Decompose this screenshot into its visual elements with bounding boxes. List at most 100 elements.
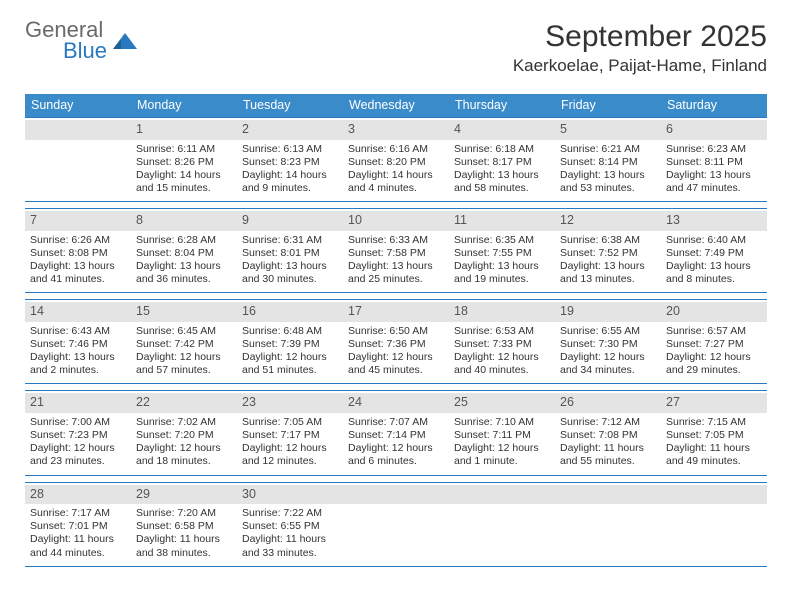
day-cell: .: [449, 483, 555, 566]
week-row: 21Sunrise: 7:00 AMSunset: 7:23 PMDayligh…: [25, 390, 767, 475]
day-number: 9: [237, 211, 343, 231]
sunrise-text: Sunrise: 6:26 AM: [30, 234, 126, 247]
sunrise-text: Sunrise: 6:40 AM: [666, 234, 762, 247]
day-cell: 13Sunrise: 6:40 AMSunset: 7:49 PMDayligh…: [661, 209, 767, 292]
weekday-header: Tuesday: [237, 94, 343, 117]
day-cell: 25Sunrise: 7:10 AMSunset: 7:11 PMDayligh…: [449, 391, 555, 474]
logo: General Blue: [25, 20, 139, 62]
day-cell: .: [343, 483, 449, 566]
sunrise-text: Sunrise: 6:55 AM: [560, 325, 656, 338]
daylight-text: Daylight: 13 hours and 13 minutes.: [560, 260, 656, 286]
daylight-text: Daylight: 12 hours and 23 minutes.: [30, 442, 126, 468]
calendar-grid: SundayMondayTuesdayWednesdayThursdayFrid…: [25, 94, 767, 567]
sunrise-text: Sunrise: 7:15 AM: [666, 416, 762, 429]
sunset-text: Sunset: 7:05 PM: [666, 429, 762, 442]
day-cell: 30 Sunrise: 7:22 AMSunset: 6:55 PMDayligh…: [237, 483, 343, 566]
day-number: 23: [237, 393, 343, 413]
daylight-text: Daylight: 14 hours and 4 minutes.: [348, 169, 444, 195]
week-row: 14Sunrise: 6:43 AMSunset: 7:46 PMDayligh…: [25, 299, 767, 384]
day-number: 30: [237, 485, 343, 505]
logo-flag-icon: [111, 29, 139, 53]
day-cell: 17Sunrise: 6:50 AMSunset: 7:36 PMDayligh…: [343, 300, 449, 383]
sunset-text: Sunset: 7:52 PM: [560, 247, 656, 260]
sunset-text: Sunset: 6:58 PM: [136, 520, 232, 533]
day-cell: 11Sunrise: 6:35 AMSunset: 7:55 PMDayligh…: [449, 209, 555, 292]
daylight-text: Daylight: 13 hours and 36 minutes.: [136, 260, 232, 286]
day-cell: 15Sunrise: 6:45 AMSunset: 7:42 PMDayligh…: [131, 300, 237, 383]
daylight-text: Daylight: 13 hours and 2 minutes.: [30, 351, 126, 377]
sunset-text: Sunset: 7:39 PM: [242, 338, 338, 351]
sunrise-text: Sunrise: 6:21 AM: [560, 143, 656, 156]
day-number: 2: [237, 120, 343, 140]
title-block: September 2025 Kaerkoelae, Paijat-Hame, …: [513, 20, 767, 76]
daylight-text: Daylight: 11 hours and 33 minutes.: [242, 533, 338, 559]
weekday-header: Sunday: [25, 94, 131, 117]
day-cell: .: [661, 483, 767, 566]
sunrise-text: Sunrise: 6:28 AM: [136, 234, 232, 247]
week-row: .1Sunrise: 6:11 AMSunset: 8:26 PMDayligh…: [25, 117, 767, 202]
sunrise-text: Sunrise: 6:50 AM: [348, 325, 444, 338]
day-cell: .: [25, 118, 131, 201]
sunset-text: Sunset: 7:17 PM: [242, 429, 338, 442]
weekday-header: Monday: [131, 94, 237, 117]
sunset-text: Sunset: 8:17 PM: [454, 156, 550, 169]
day-cell: 9Sunrise: 6:31 AMSunset: 8:01 PMDaylight…: [237, 209, 343, 292]
day-number: 5: [555, 120, 661, 140]
sunrise-text: Sunrise: 6:35 AM: [454, 234, 550, 247]
sunset-text: Sunset: 7:46 PM: [30, 338, 126, 351]
day-cell: 22Sunrise: 7:02 AMSunset: 7:20 PMDayligh…: [131, 391, 237, 474]
day-number: .: [343, 485, 449, 505]
sunrise-text: Sunrise: 6:11 AM: [136, 143, 232, 156]
sunrise-text: Sunrise: 7:10 AM: [454, 416, 550, 429]
page-title: September 2025: [513, 20, 767, 54]
sunset-text: Sunset: 8:23 PM: [242, 156, 338, 169]
day-number: 14: [25, 302, 131, 322]
sunset-text: Sunset: 6:55 PM: [242, 520, 338, 533]
day-cell: .: [555, 483, 661, 566]
sunrise-text: Sunrise: 6:13 AM: [242, 143, 338, 156]
weekday-header: Friday: [555, 94, 661, 117]
day-number: 11: [449, 211, 555, 231]
sunset-text: Sunset: 7:08 PM: [560, 429, 656, 442]
weekday-header-row: SundayMondayTuesdayWednesdayThursdayFrid…: [25, 94, 767, 117]
sunset-text: Sunset: 7:33 PM: [454, 338, 550, 351]
sunrise-text: Sunrise: 7:12 AM: [560, 416, 656, 429]
sunrise-text: Sunrise: 7:20 AM: [136, 507, 232, 520]
sunrise-text: Sunrise: 6:18 AM: [454, 143, 550, 156]
daylight-text: Daylight: 13 hours and 30 minutes.: [242, 260, 338, 286]
day-cell: 6Sunrise: 6:23 AMSunset: 8:11 PMDaylight…: [661, 118, 767, 201]
sunrise-text: Sunrise: 6:43 AM: [30, 325, 126, 338]
day-number: 4: [449, 120, 555, 140]
sunrise-text: Sunrise: 7:05 AM: [242, 416, 338, 429]
sunrise-text: Sunrise: 6:45 AM: [136, 325, 232, 338]
day-cell: 16Sunrise: 6:48 AMSunset: 7:39 PMDayligh…: [237, 300, 343, 383]
day-cell: 19Sunrise: 6:55 AMSunset: 7:30 PMDayligh…: [555, 300, 661, 383]
day-number: 28: [25, 485, 131, 505]
week-row: 7Sunrise: 6:26 AMSunset: 8:08 PMDaylight…: [25, 208, 767, 293]
daylight-text: Daylight: 11 hours and 38 minutes.: [136, 533, 232, 559]
sunrise-text: Sunrise: 7:00 AM: [30, 416, 126, 429]
day-number: 24: [343, 393, 449, 413]
daylight-text: Daylight: 12 hours and 51 minutes.: [242, 351, 338, 377]
sunset-text: Sunset: 8:11 PM: [666, 156, 762, 169]
sunset-text: Sunset: 8:04 PM: [136, 247, 232, 260]
weeks-container: .1Sunrise: 6:11 AMSunset: 8:26 PMDayligh…: [25, 117, 767, 567]
daylight-text: Daylight: 12 hours and 45 minutes.: [348, 351, 444, 377]
day-cell: 4Sunrise: 6:18 AMSunset: 8:17 PMDaylight…: [449, 118, 555, 201]
day-number: 7: [25, 211, 131, 231]
daylight-text: Daylight: 12 hours and 1 minute.: [454, 442, 550, 468]
week-row: 28Sunrise: 7:17 AMSunset: 7:01 PMDayligh…: [25, 482, 767, 567]
day-number: 21: [25, 393, 131, 413]
sunrise-text: Sunrise: 7:22 AM: [242, 507, 338, 520]
sunset-text: Sunset: 7:36 PM: [348, 338, 444, 351]
sunrise-text: Sunrise: 7:02 AM: [136, 416, 232, 429]
sunset-text: Sunset: 8:14 PM: [560, 156, 656, 169]
sunset-text: Sunset: 7:01 PM: [30, 520, 126, 533]
logo-word-2: Blue: [63, 38, 107, 63]
daylight-text: Daylight: 13 hours and 53 minutes.: [560, 169, 656, 195]
day-number: 20: [661, 302, 767, 322]
day-number: .: [25, 120, 131, 140]
sunset-text: Sunset: 8:08 PM: [30, 247, 126, 260]
day-cell: 2Sunrise: 6:13 AMSunset: 8:23 PMDaylight…: [237, 118, 343, 201]
daylight-text: Daylight: 13 hours and 41 minutes.: [30, 260, 126, 286]
